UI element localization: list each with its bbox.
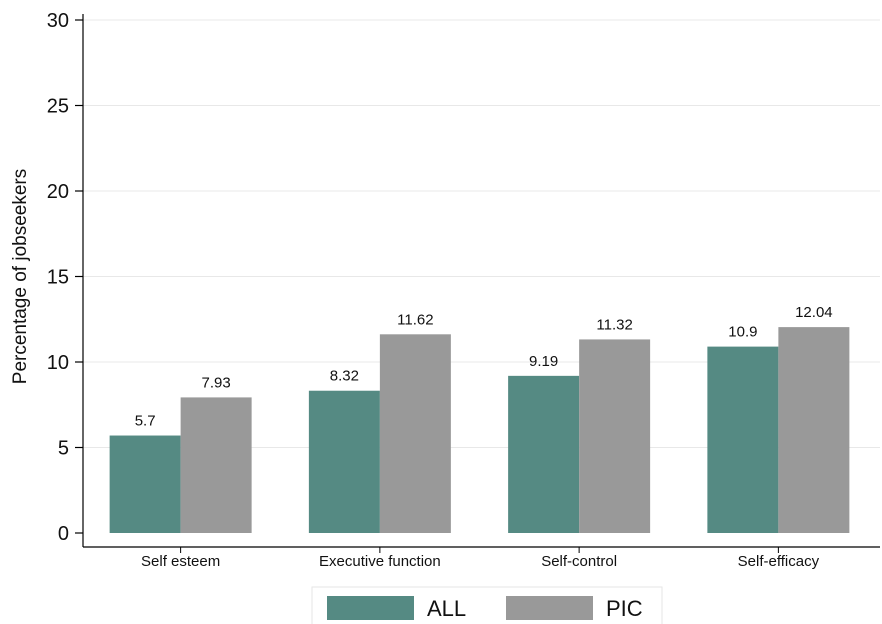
x-category-label: Self esteem <box>141 553 220 570</box>
bar-value-label: 12.04 <box>795 304 833 321</box>
bar-pic <box>379 334 451 533</box>
y-axis-ticks: 0 5 10 15 20 25 30 <box>47 10 83 545</box>
bar-pic <box>778 327 850 533</box>
bar-value-label: 5.7 <box>135 413 156 430</box>
y-tick-label: 10 <box>47 352 69 374</box>
y-tick-label: 5 <box>58 438 69 460</box>
bar-all <box>508 375 580 533</box>
bar-all <box>109 435 181 533</box>
x-category-label: Self-efficacy <box>738 553 820 570</box>
y-tick-label: 0 <box>58 523 69 545</box>
y-tick-label: 20 <box>47 181 69 203</box>
x-category-label: Self-control <box>541 553 617 570</box>
value-labels: 5.7 7.93 8.32 11.62 9.19 11.32 10.9 12.04 <box>135 304 833 429</box>
axes <box>82 14 880 548</box>
x-category-label: Executive function <box>319 553 441 570</box>
bar-value-label: 11.32 <box>596 316 632 333</box>
y-axis-title: Percentage of jobseekers <box>10 169 31 384</box>
legend-swatch-all <box>327 596 414 620</box>
bar-value-label: 9.19 <box>529 353 558 370</box>
x-axis-categories: Self esteem Executive function Self-contro… <box>141 547 820 570</box>
bar-pic <box>579 339 651 533</box>
bar-all <box>308 390 380 533</box>
bar-value-label: 11.62 <box>397 311 433 328</box>
bar-pic <box>180 397 252 533</box>
y-tick-label: 30 <box>47 10 69 32</box>
legend-swatch-pic <box>506 596 593 620</box>
bars <box>109 327 850 533</box>
bar-value-label: 10.9 <box>728 324 757 341</box>
legend-label-all: ALL <box>427 596 466 621</box>
legend: ALL PIC <box>311 586 663 624</box>
y-tick-label: 25 <box>47 96 69 118</box>
bar-value-label: 7.93 <box>202 374 231 391</box>
bar-value-label: 8.32 <box>330 368 359 385</box>
legend-label-pic: PIC <box>606 596 643 621</box>
bar-all <box>707 346 779 533</box>
y-tick-label: 15 <box>47 267 69 289</box>
